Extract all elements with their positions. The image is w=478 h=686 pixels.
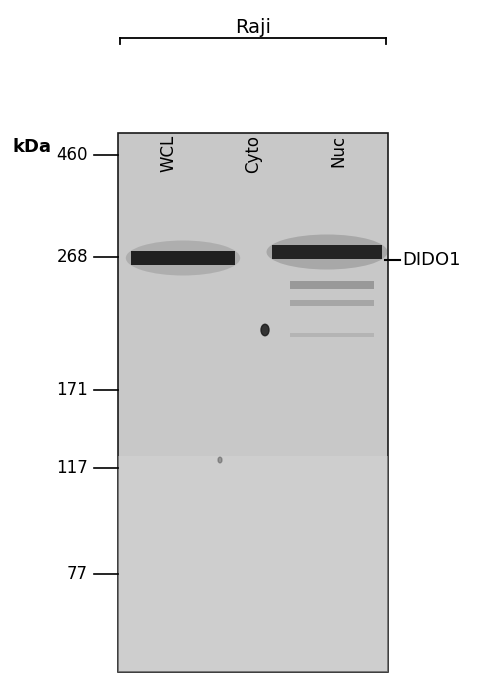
Bar — [118, 133, 388, 672]
Text: Raji: Raji — [235, 18, 271, 37]
Text: kDa: kDa — [13, 138, 52, 156]
Bar — [118, 456, 388, 672]
Ellipse shape — [126, 241, 240, 276]
Bar — [290, 281, 374, 289]
Text: 171: 171 — [56, 381, 88, 399]
Circle shape — [261, 324, 269, 335]
Text: 77: 77 — [67, 565, 88, 583]
Text: Cyto: Cyto — [244, 135, 262, 173]
Bar — [290, 300, 374, 306]
Text: WCL: WCL — [159, 135, 177, 172]
Circle shape — [218, 457, 222, 463]
Text: DIDO1: DIDO1 — [402, 251, 460, 269]
Ellipse shape — [267, 235, 388, 270]
Text: 460: 460 — [56, 146, 88, 164]
Bar — [290, 333, 374, 337]
Text: 117: 117 — [56, 459, 88, 477]
Bar — [272, 245, 382, 259]
Text: Nuc: Nuc — [329, 135, 347, 167]
Bar — [131, 251, 235, 265]
Text: 268: 268 — [56, 248, 88, 266]
